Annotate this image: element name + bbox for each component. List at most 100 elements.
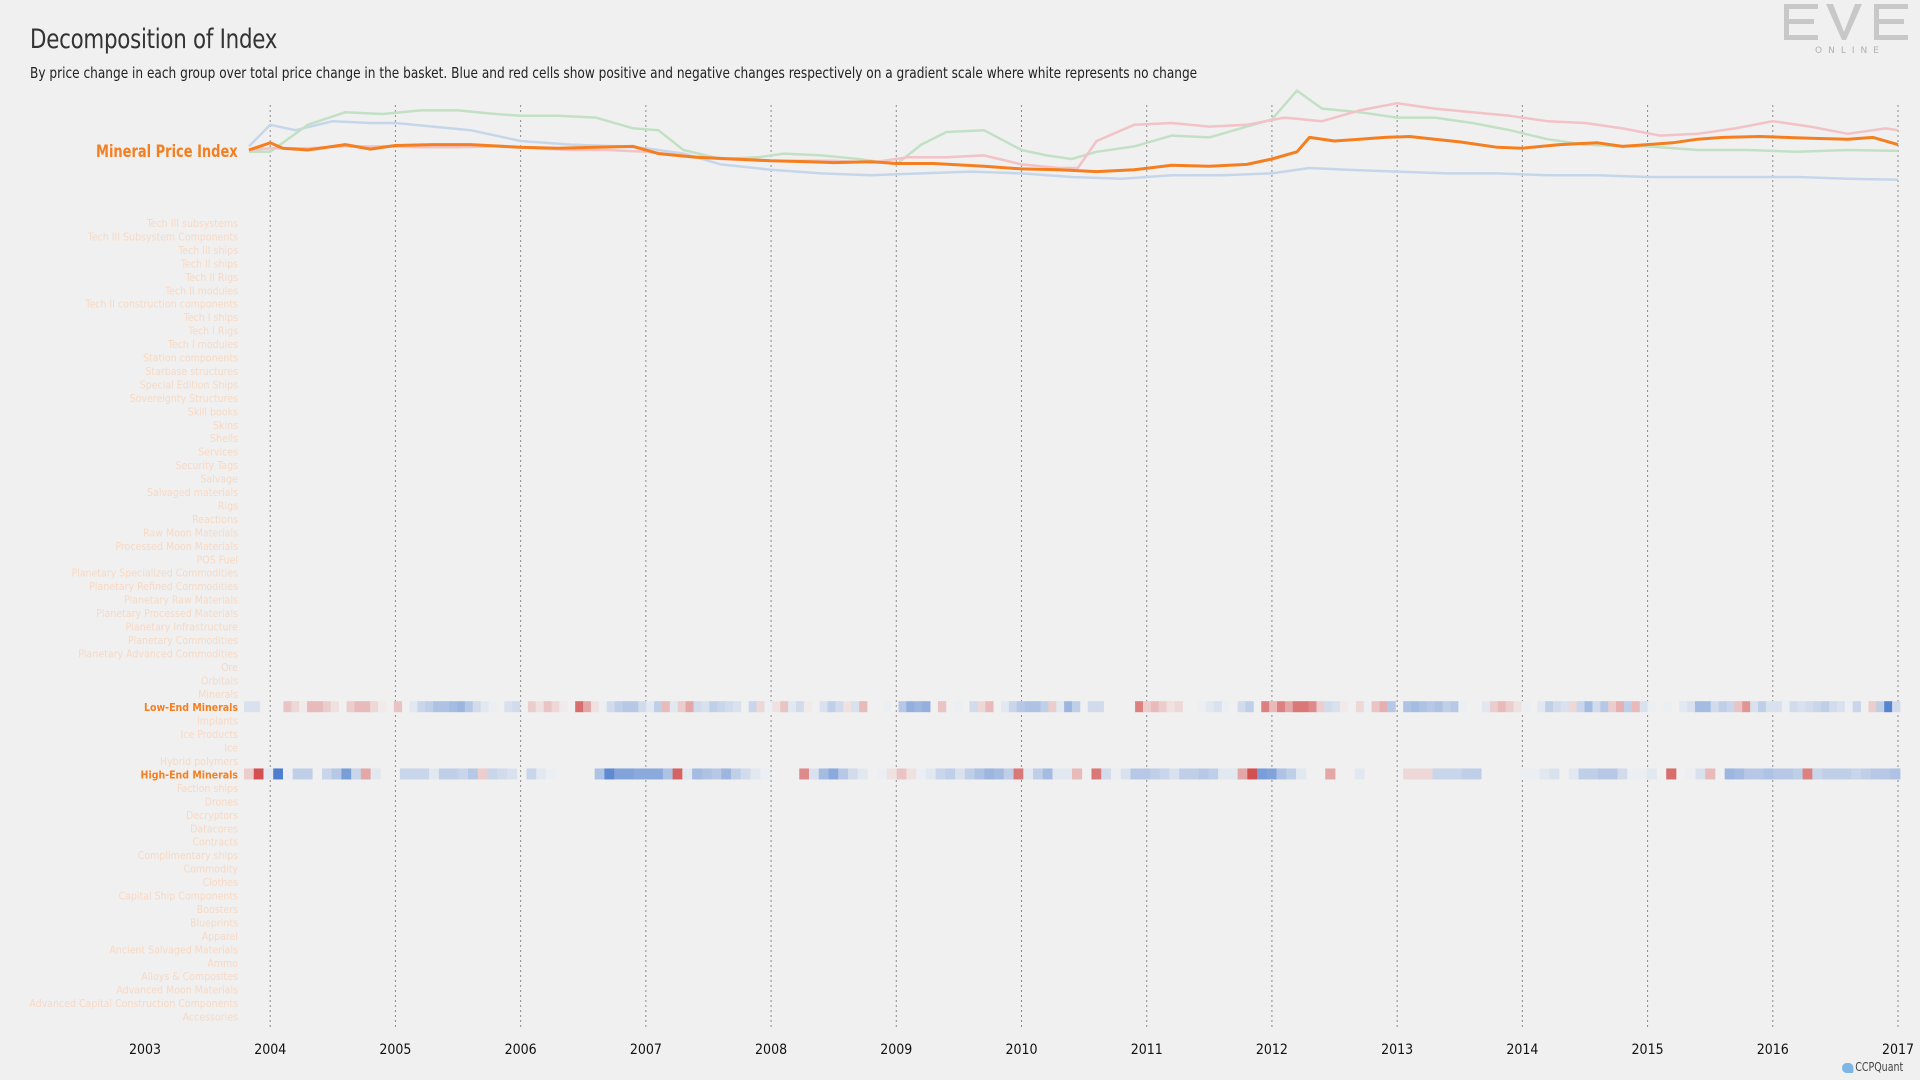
row-label: Planetary Infrastructure <box>126 622 239 634</box>
heatmap-cell <box>1149 768 1161 780</box>
heatmap-cell <box>1539 768 1550 780</box>
heatmap-cell <box>1773 701 1783 713</box>
heatmap-cell <box>1013 768 1024 780</box>
heatmap-cell <box>654 701 663 713</box>
heatmap-cell <box>1218 768 1229 780</box>
heatmap-cell <box>464 701 474 713</box>
heatmap-cell <box>1639 701 1649 713</box>
row-label: Commodity <box>184 864 239 876</box>
heatmap-cell <box>282 768 294 780</box>
heatmap-cell <box>1412 768 1424 780</box>
row-label: Datacores <box>190 823 238 835</box>
heatmap-cell <box>1781 701 1790 713</box>
heatmap-cell <box>1052 768 1063 780</box>
heatmap-cell <box>1208 768 1219 780</box>
heatmap-cell <box>1627 768 1638 780</box>
x-tick-label: 2008 <box>755 1042 787 1058</box>
heatmap-cell <box>429 768 440 780</box>
heatmap-cell <box>1247 768 1258 780</box>
heatmap-cell <box>1742 701 1751 713</box>
heatmap-cell <box>1560 701 1570 713</box>
heatmap-cell <box>1568 701 1578 713</box>
heatmap-cell <box>1553 701 1562 713</box>
heatmap-cell <box>828 768 839 780</box>
heatmap-cell <box>1489 701 1499 713</box>
row-label: Planetary Raw Materials <box>124 595 238 607</box>
heatmap-cell <box>1679 701 1688 713</box>
heatmap-cell <box>1461 768 1472 780</box>
heatmap-cell <box>497 768 508 780</box>
heatmap-cell <box>945 768 956 780</box>
heatmap-cell <box>906 768 917 780</box>
heatmap-cell <box>1140 768 1151 780</box>
heatmap-cell <box>1829 701 1838 713</box>
heatmap-cell <box>425 701 434 713</box>
heatmap-cell <box>772 701 781 713</box>
logo-subtext: ONLINE <box>1815 46 1885 56</box>
heatmap-cell <box>594 768 605 780</box>
heatmap-cell <box>1277 701 1286 713</box>
heatmap-cell <box>1797 701 1806 713</box>
row-label: Advanced Moon Materials <box>116 985 238 997</box>
heatmap-cell <box>1718 701 1727 713</box>
heatmap-cell <box>512 701 521 713</box>
heatmap-cell <box>984 768 995 780</box>
year-gridlines <box>269 105 1899 1030</box>
heatmap-cell <box>1340 701 1349 713</box>
heatmap-cell <box>898 701 907 713</box>
heatmap-cell <box>477 768 488 780</box>
x-tick-label: 2017 <box>1882 1042 1914 1058</box>
heatmap-cell <box>1008 701 1018 713</box>
heatmap-cell <box>1600 701 1609 713</box>
heatmap-cell <box>1624 701 1633 713</box>
heatmap-cell <box>1592 701 1601 713</box>
heatmap-cell <box>1870 768 1881 780</box>
heatmap-cell <box>653 768 664 780</box>
row-label: Ore <box>221 662 238 674</box>
heatmap-cell <box>438 768 449 780</box>
row-label: Tech I Rigs <box>187 326 238 338</box>
heatmap-cell <box>974 768 985 780</box>
row-label: Raw Moon Materials <box>143 527 238 539</box>
heatmap-cell <box>847 768 859 780</box>
heatmap-cell <box>1432 768 1443 780</box>
row-label: Planetary Refined Commodities <box>89 581 238 593</box>
heatmap-cell <box>1802 768 1813 780</box>
heatmap-cell <box>393 701 403 713</box>
heatmap-cell <box>1403 768 1414 780</box>
heatmap-cell <box>1831 768 1842 780</box>
heatmap-cell <box>399 768 410 780</box>
heatmap-cell <box>1482 701 1491 713</box>
row-label: High-End Minerals <box>141 769 239 781</box>
heatmap-cell <box>1763 768 1774 780</box>
heatmap-cell <box>685 701 694 713</box>
heatmap-cell <box>1032 701 1041 713</box>
heatmap-cell <box>732 701 742 713</box>
heatmap-cell <box>1159 768 1170 780</box>
heatmap-cell <box>1694 701 1704 713</box>
row-label: Capital Ship Components <box>118 891 238 903</box>
heatmap <box>244 701 1901 780</box>
heatmap-cell <box>1120 768 1131 780</box>
heatmap-cell <box>244 768 255 780</box>
heatmap-cell <box>799 768 810 780</box>
heatmap-cell <box>1892 701 1901 713</box>
heatmap-cell <box>1497 701 1507 713</box>
heatmap-cell <box>1245 701 1254 713</box>
heatmap-cell <box>1868 701 1877 713</box>
heatmap-cell <box>1442 701 1451 713</box>
heatmap-cell <box>1734 768 1745 780</box>
heatmap-cell <box>1702 701 1712 713</box>
row-label: Sovereignty Structures <box>130 393 238 405</box>
heatmap-cell <box>1188 768 1200 780</box>
heatmap-cell <box>1636 768 1648 780</box>
heatmap-cell <box>835 701 844 713</box>
heatmap-cell <box>1880 768 1891 780</box>
heatmap-cell <box>1646 768 1657 780</box>
heatmap-cell <box>1442 768 1453 780</box>
heatmap-cell <box>717 701 726 713</box>
row-label: Tech I ships <box>183 312 238 324</box>
heatmap-cell <box>331 768 342 780</box>
heatmap-cell <box>916 768 927 780</box>
heatmap-cell <box>623 768 635 780</box>
